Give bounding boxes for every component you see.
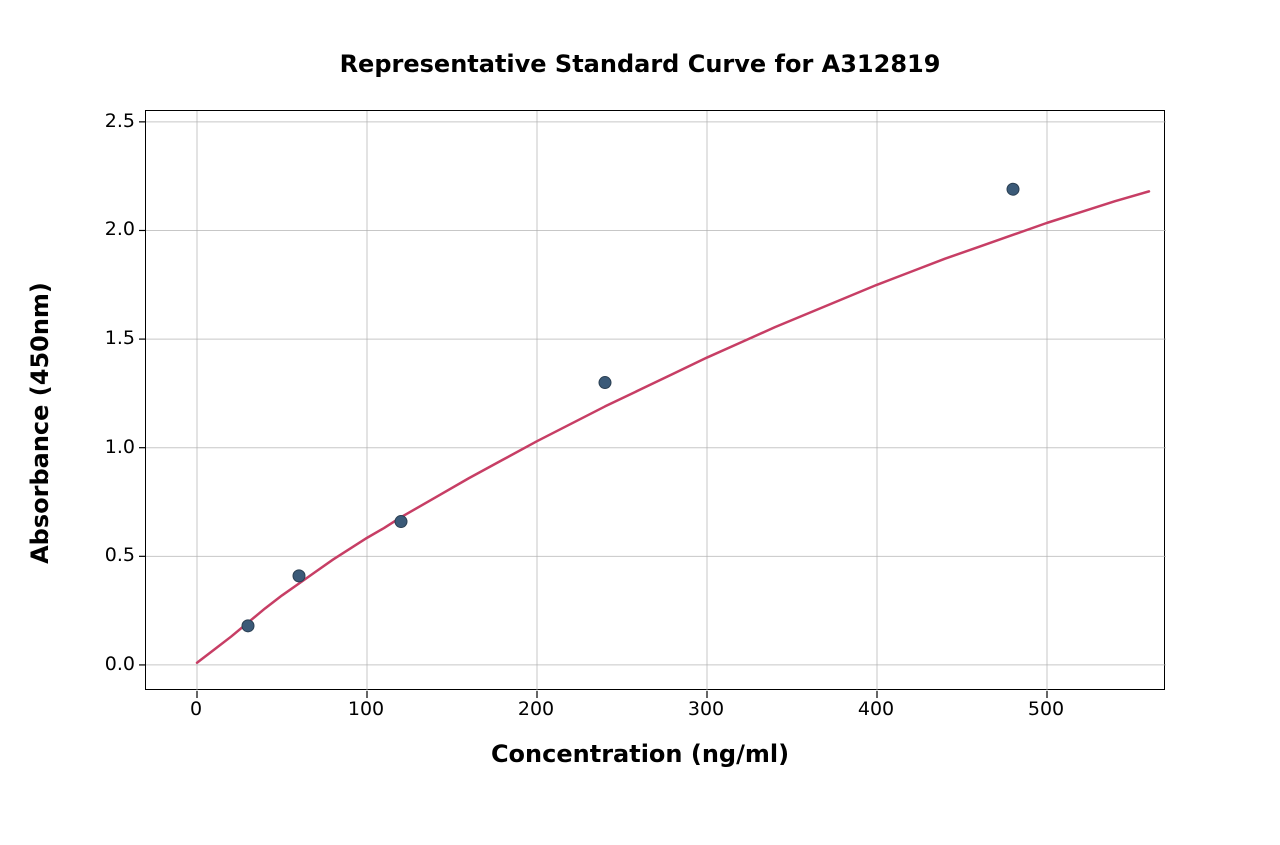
x-axis-label: Concentration (ng/ml) — [0, 740, 1280, 768]
x-tick-label: 100 — [348, 698, 384, 720]
y-tick-label: 0.0 — [85, 653, 135, 675]
data-point — [293, 570, 305, 582]
y-tick-label: 1.5 — [85, 327, 135, 349]
data-point — [395, 516, 407, 528]
y-tick-label: 2.0 — [85, 218, 135, 240]
y-tick-label: 2.5 — [85, 110, 135, 132]
y-tick-label: 1.0 — [85, 436, 135, 458]
chart-svg — [146, 111, 1164, 689]
chart-title: Representative Standard Curve for A31281… — [340, 50, 941, 78]
x-tick-label: 300 — [688, 698, 724, 720]
x-tick-label: 0 — [190, 698, 202, 720]
chart-container: Representative Standard Curve for A31281… — [0, 0, 1280, 845]
x-tick-label: 500 — [1028, 698, 1064, 720]
data-point — [1007, 183, 1019, 195]
curve-line — [197, 191, 1149, 662]
data-point — [242, 620, 254, 632]
x-tick-label: 200 — [518, 698, 554, 720]
plot-area — [145, 110, 1165, 690]
y-axis-label: Absorbance (450nm) — [26, 282, 54, 564]
x-tick-label: 400 — [858, 698, 894, 720]
y-tick-label: 0.5 — [85, 544, 135, 566]
data-point — [599, 377, 611, 389]
